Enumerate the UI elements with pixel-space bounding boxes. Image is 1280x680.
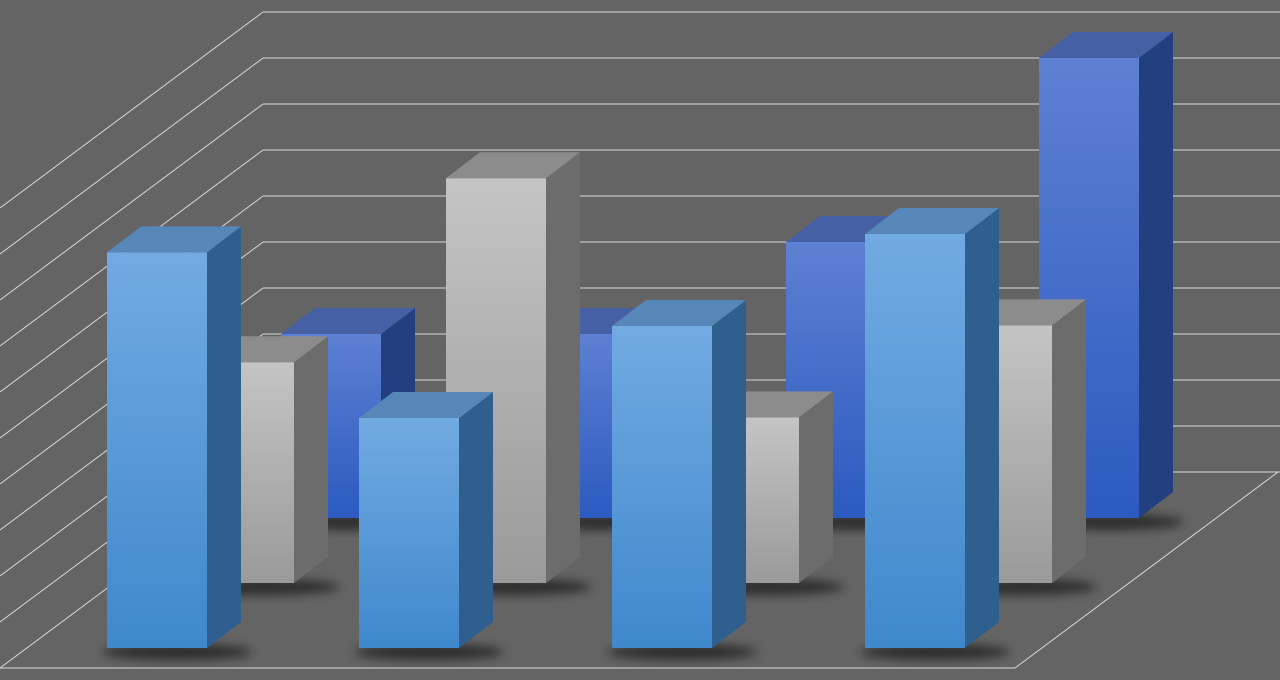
bar-front-4 bbox=[860, 208, 1010, 660]
bar-top-face bbox=[446, 152, 580, 179]
bar-side-face bbox=[799, 391, 833, 583]
floor-edge bbox=[0, 471, 1279, 669]
bar-front-face bbox=[865, 234, 965, 648]
bar-side-face bbox=[207, 226, 241, 648]
bar-side-face bbox=[1139, 32, 1173, 518]
bar-top-face bbox=[359, 392, 493, 418]
gridline-side bbox=[0, 11, 264, 209]
bar-top-face bbox=[612, 300, 746, 326]
bar-top-face bbox=[865, 208, 999, 234]
bar-front-face bbox=[107, 252, 207, 648]
bars bbox=[102, 32, 1184, 660]
gridline-side bbox=[0, 103, 264, 301]
bar-side-face bbox=[1052, 299, 1086, 583]
bar-front-1 bbox=[102, 226, 252, 660]
bar-front-face bbox=[359, 418, 459, 648]
bar-front-3 bbox=[607, 300, 757, 660]
bar-side-face bbox=[965, 208, 999, 648]
bar-side-face bbox=[546, 152, 580, 583]
bar-side-face bbox=[294, 336, 328, 583]
bar-top-face bbox=[281, 308, 415, 334]
bar-front-2 bbox=[354, 392, 504, 660]
bar-side-face bbox=[712, 300, 746, 648]
gridline-side bbox=[0, 57, 264, 255]
bar-front-face bbox=[612, 326, 712, 648]
bar-side-face bbox=[459, 392, 493, 648]
bar-top-face bbox=[107, 226, 241, 253]
bar-top-face bbox=[1039, 32, 1173, 58]
